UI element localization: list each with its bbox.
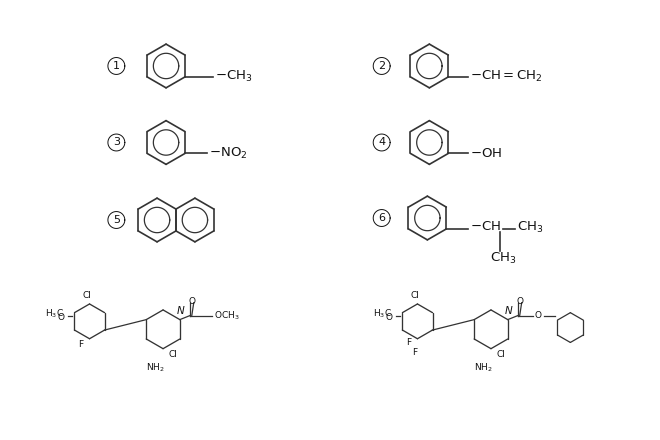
Text: F: F <box>78 340 83 349</box>
Text: $\mathregular{NH_2}$: $\mathregular{NH_2}$ <box>473 362 492 374</box>
Text: Cl: Cl <box>168 350 178 359</box>
Text: O: O <box>57 313 64 322</box>
Text: 6: 6 <box>378 213 385 223</box>
Text: Cl: Cl <box>496 350 506 359</box>
Text: $\mathregular{-CH_3}$: $\mathregular{-CH_3}$ <box>214 70 252 84</box>
Text: $\mathregular{H_3C}$: $\mathregular{H_3C}$ <box>46 307 64 319</box>
Text: $\mathregular{-NO_2}$: $\mathregular{-NO_2}$ <box>209 146 248 161</box>
Text: $\mathregular{-CH}$: $\mathregular{-CH}$ <box>470 220 501 234</box>
Text: 2: 2 <box>378 61 385 71</box>
Text: $\mathregular{-OH}$: $\mathregular{-OH}$ <box>470 147 502 160</box>
Text: O: O <box>516 297 523 306</box>
Text: F: F <box>412 348 417 357</box>
Text: $\mathregular{-CH{=}CH_2}$: $\mathregular{-CH{=}CH_2}$ <box>470 70 543 84</box>
Text: O: O <box>385 313 392 322</box>
Text: $\mathregular{OCH_3}$: $\mathregular{OCH_3}$ <box>214 309 240 322</box>
Text: N: N <box>177 306 185 315</box>
Text: 1: 1 <box>113 61 120 71</box>
Text: $\mathregular{CH_3}$: $\mathregular{CH_3}$ <box>517 220 543 235</box>
Text: $\mathregular{H_3C}$: $\mathregular{H_3C}$ <box>373 307 392 319</box>
Text: 5: 5 <box>113 215 120 225</box>
Text: Cl: Cl <box>410 291 419 300</box>
Text: O: O <box>188 297 195 306</box>
Text: N: N <box>505 306 513 315</box>
Text: F: F <box>406 338 411 347</box>
Text: Cl: Cl <box>82 291 91 300</box>
Text: 3: 3 <box>113 137 120 147</box>
Text: O: O <box>535 311 542 320</box>
Text: 4: 4 <box>378 137 385 147</box>
Text: $\mathregular{CH_3}$: $\mathregular{CH_3}$ <box>490 251 517 266</box>
Text: $\mathregular{NH_2}$: $\mathregular{NH_2}$ <box>146 362 164 374</box>
